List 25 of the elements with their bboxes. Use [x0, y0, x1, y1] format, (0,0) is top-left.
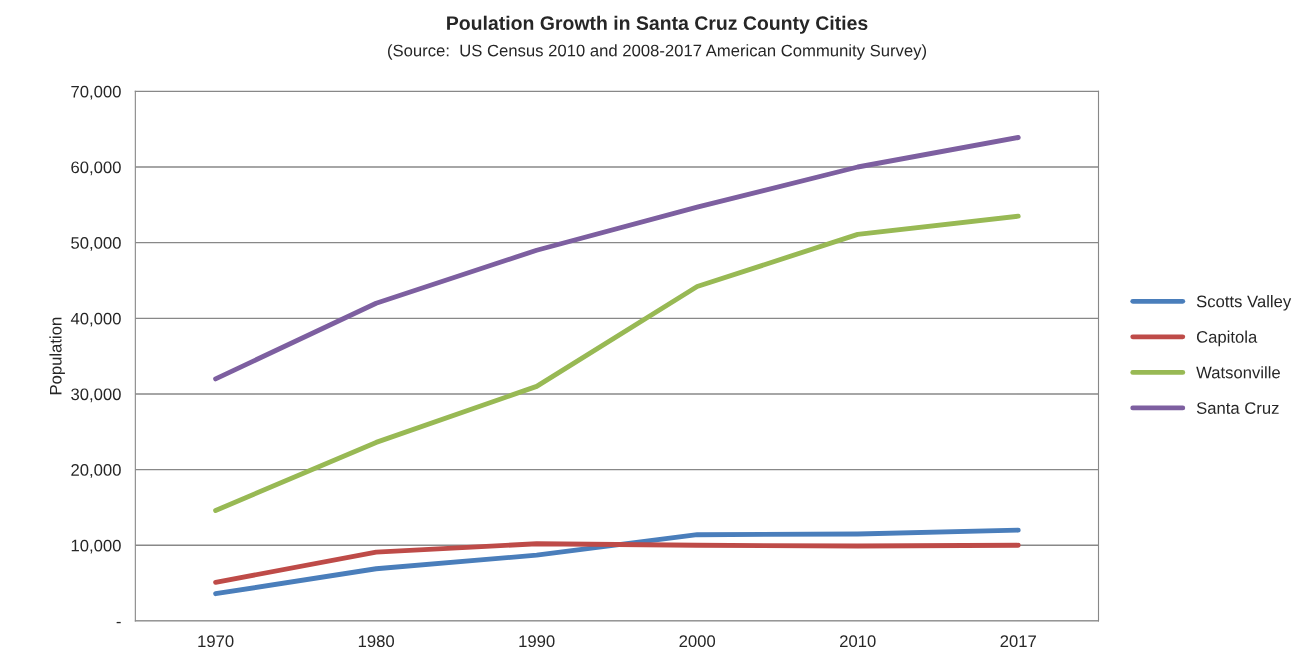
y-tick-label: 40,000 — [70, 312, 121, 327]
legend-label: Watsonville — [1196, 366, 1280, 379]
y-tick-label: 50,000 — [71, 237, 121, 251]
y-tick-label: 70,000 — [71, 85, 121, 100]
legend-label: Capitola — [1196, 330, 1258, 347]
chart-subtitle: (Source: US Census 2010 and 2008-2017 American Community Survey) — [388, 44, 927, 60]
legend-label: Scotts Valley — [1196, 295, 1292, 311]
y-tick-label: 30,000 — [71, 388, 121, 403]
chart-title: Poulation Growth in Santa Cruz County Cities — [447, 15, 868, 34]
line-series — [213, 213, 1021, 513]
x-tick-label: 1970 — [198, 635, 234, 648]
y-axis-title: Population — [49, 317, 65, 395]
line-series — [213, 527, 1021, 597]
y-tick-label: 10,000 — [71, 539, 121, 554]
y-tick-label: - — [116, 621, 121, 624]
x-tick-label: 1990 — [519, 635, 555, 648]
y-tick-label: 60,000 — [71, 161, 121, 176]
line-series — [213, 541, 1021, 585]
legend-label: Santa Cruz — [1196, 402, 1279, 414]
line-series — [213, 135, 1021, 382]
x-tick-label: 2010 — [840, 635, 876, 648]
y-tick-label: 20,000 — [71, 464, 121, 478]
x-tick-label: 1980 — [358, 635, 395, 648]
x-tick-label: 2017 — [1000, 635, 1036, 648]
x-tick-label: 2000 — [679, 635, 716, 648]
